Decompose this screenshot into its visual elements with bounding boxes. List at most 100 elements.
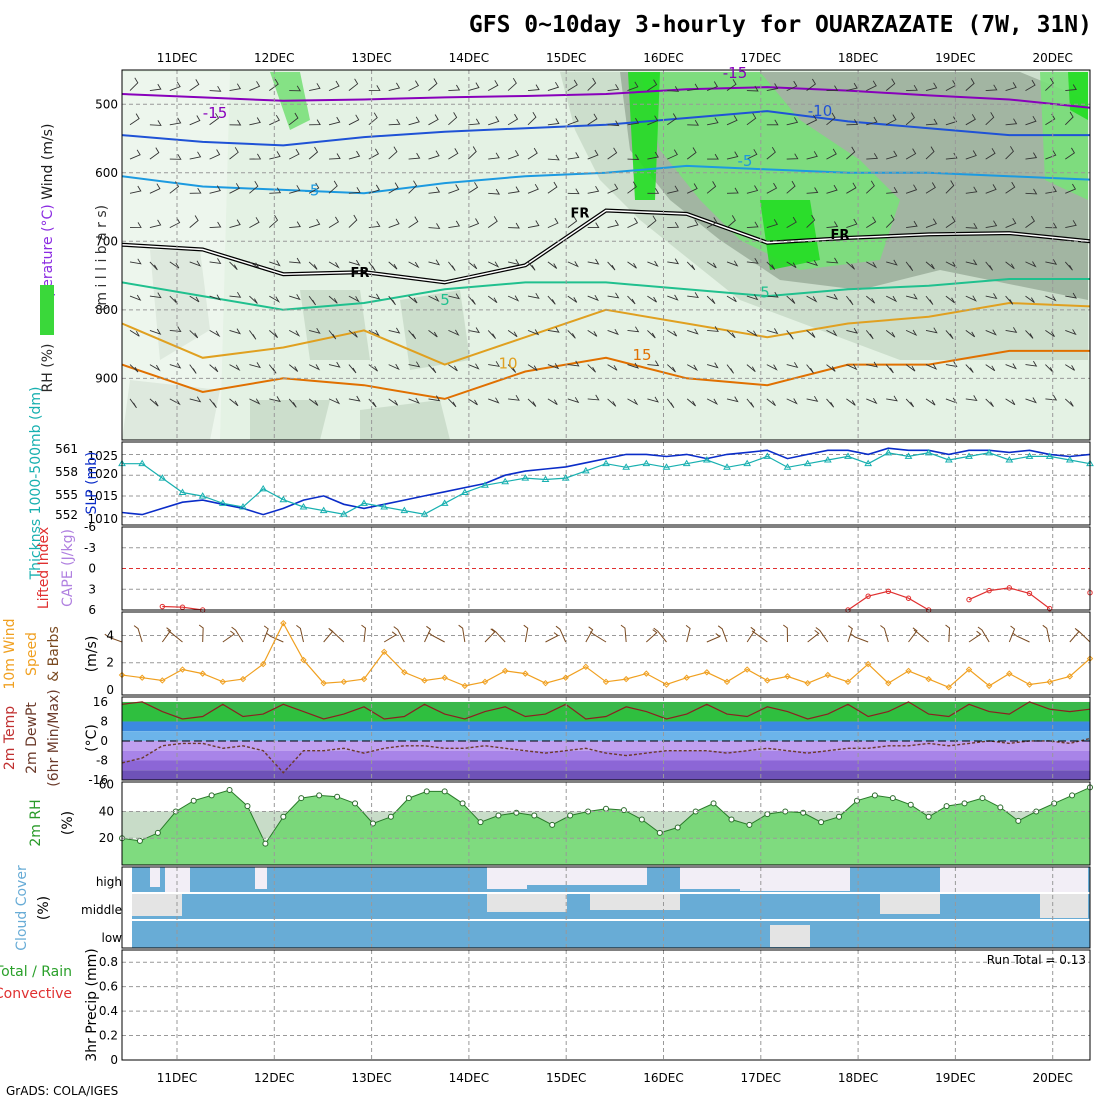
wind10-barb [484, 628, 496, 643]
wind-barb [1025, 397, 1037, 404]
wind-barb [328, 216, 340, 228]
wind-barb [607, 292, 620, 299]
wind-barb [1065, 84, 1077, 92]
wind-barb [886, 395, 898, 402]
thickness-point [360, 499, 368, 506]
wind10-barb [458, 624, 466, 643]
wind-barb [468, 118, 481, 126]
rh2m-point [889, 795, 896, 802]
wind-barb [686, 398, 696, 407]
wind-barb [149, 328, 162, 335]
wind10-point [663, 681, 670, 688]
pressure-tick: 700 [95, 234, 118, 248]
wind-barb [209, 398, 217, 408]
wind-barb [647, 260, 659, 267]
wind-barb [726, 260, 739, 267]
wind-barb [866, 116, 878, 126]
wind-barb [1005, 118, 1018, 126]
wind-barb [925, 118, 938, 126]
wind-barb [587, 330, 598, 337]
wind10-point [441, 674, 448, 681]
wind-barb [766, 119, 779, 126]
date-label-bottom: 11DEC [157, 1071, 197, 1085]
wind10-barb [361, 624, 367, 643]
wind-barb [149, 120, 162, 126]
wind-barb [707, 153, 719, 160]
wind10-point [219, 678, 227, 686]
wind-barb [448, 184, 460, 194]
wind-barb [229, 183, 240, 194]
wind-barb [527, 261, 536, 271]
wind-barb [707, 117, 719, 126]
wind-barb [1005, 363, 1017, 370]
wind-barb [647, 396, 659, 403]
contour-label: -10 [808, 102, 833, 120]
temp-band [122, 721, 1090, 732]
wind-barb [308, 146, 319, 160]
wind10-barb [653, 627, 667, 643]
wind-barb [547, 81, 560, 92]
wind10-point [1046, 678, 1053, 686]
thickness-point [299, 502, 308, 510]
wind10-point [320, 679, 327, 687]
wind-barb [806, 214, 816, 228]
wind10-barb [296, 625, 304, 643]
wind-barb [368, 184, 380, 194]
wind10-barb [1012, 632, 1030, 643]
wind10-barb [231, 626, 244, 643]
wind-barb [965, 222, 978, 229]
wind-barb [468, 82, 480, 92]
rh2m-point [298, 795, 305, 802]
wind-barb [209, 330, 221, 338]
wind-barb [826, 257, 839, 264]
wind10-point [280, 619, 287, 627]
pressure-tick: 800 [95, 303, 118, 317]
wind-barb [865, 330, 874, 340]
millibars-label: (m i l l i b a r s) [94, 205, 110, 311]
wind-barb [686, 261, 696, 271]
wind10-point [501, 667, 509, 675]
wind-barb [746, 294, 759, 301]
wind-barb [408, 295, 418, 304]
wind-barb [308, 295, 316, 306]
rh2m-point [208, 792, 215, 799]
wind-barb [945, 295, 955, 304]
wind10-barb [717, 625, 728, 643]
wind-barb [1065, 183, 1077, 194]
lifted-index-point [865, 593, 871, 599]
rh2m-point [352, 800, 359, 807]
wind-barb [885, 78, 896, 91]
precip-ylabel-total: Total / Rain [0, 964, 72, 980]
wind-barb [1045, 330, 1055, 337]
wind-barb [1025, 295, 1035, 303]
wind-barb [1065, 329, 1077, 336]
wind-barb [249, 362, 261, 369]
cloud-gap [880, 894, 940, 914]
wind-barb [269, 187, 282, 194]
wind-barb [288, 398, 297, 408]
wind10-barb [585, 626, 594, 643]
wind-barb [607, 328, 619, 336]
rh2m-point [943, 803, 950, 810]
wind-barb [249, 330, 257, 340]
rh2m-point [567, 812, 574, 819]
thickness-point [904, 452, 913, 459]
wind-barb [985, 293, 998, 300]
wind10-barb [545, 632, 559, 643]
date-label-top: 19DEC [935, 51, 975, 65]
wind-barb [806, 151, 818, 160]
wind-barb [1045, 149, 1057, 160]
wind10-barb [424, 625, 432, 643]
rh2m-point [459, 800, 466, 807]
wind10-barb [523, 624, 529, 643]
wind-barb [925, 363, 938, 370]
wind-barb [388, 182, 399, 194]
thickness-point [743, 459, 752, 467]
wind-barb [328, 180, 338, 194]
wind-barb [547, 261, 558, 269]
wind-barb [826, 184, 838, 194]
wind-barb [547, 295, 556, 305]
wind-barb [746, 149, 758, 160]
contour-label: 5 [440, 291, 450, 309]
thickness-point [823, 456, 832, 463]
